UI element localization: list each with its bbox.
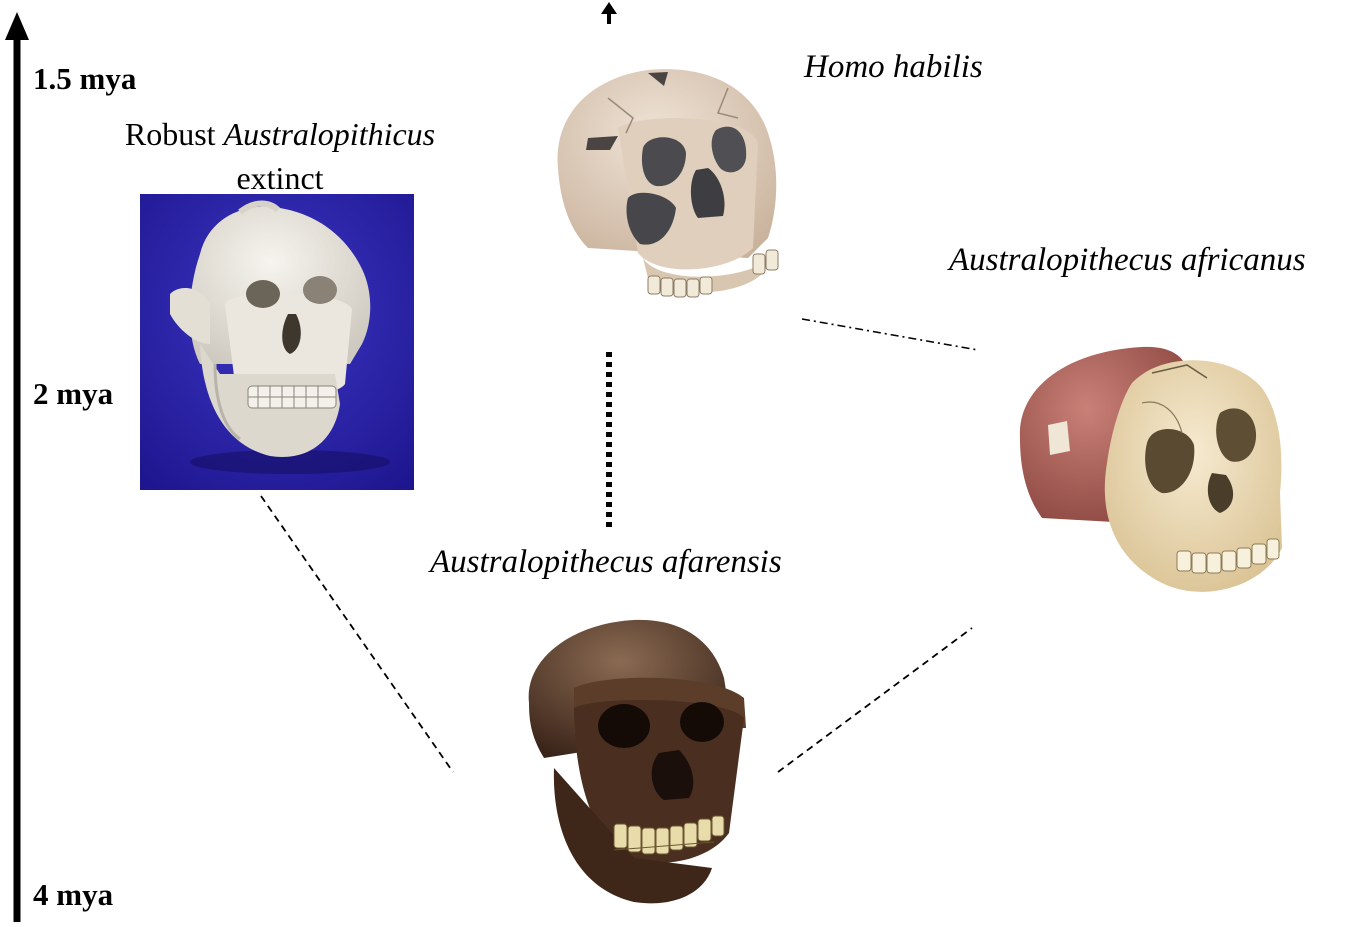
label-homo-habilis: Homo habilis bbox=[804, 49, 983, 85]
robust-status: extinct bbox=[236, 160, 324, 196]
australopithecus-afarensis-skull-photo bbox=[528, 619, 746, 904]
connector-habilis-to-africanus bbox=[801, 318, 979, 351]
australopithecus-africanus-skull-photo bbox=[1019, 346, 1282, 592]
robust-australopithecus-skull-photo bbox=[140, 194, 414, 490]
robust-caption-line1: Robust Australopithicus bbox=[100, 112, 460, 156]
time-label-bottom: 4 mya bbox=[33, 877, 114, 912]
timeline-arrow-head bbox=[5, 12, 29, 40]
label-robust-australopithicus: Robust Australopithicus extinct bbox=[100, 112, 460, 200]
robust-genus: Australopithicus bbox=[223, 116, 436, 152]
connector-afarensis-to-africanus bbox=[777, 627, 973, 773]
homo-habilis-skull-photo bbox=[557, 69, 779, 298]
robust-prefix: Robust bbox=[124, 116, 216, 152]
label-australopithecus-africanus: Australopithecus africanus bbox=[949, 242, 1306, 278]
label-australopithecus-afarensis: Australopithecus afarensis bbox=[430, 544, 782, 580]
homo-lineage-arrow-head bbox=[601, 2, 617, 14]
connector-robust-to-afarensis bbox=[260, 495, 454, 773]
time-label-mid: 2 mya bbox=[33, 376, 114, 411]
time-label-top: 1.5 mya bbox=[33, 61, 137, 96]
